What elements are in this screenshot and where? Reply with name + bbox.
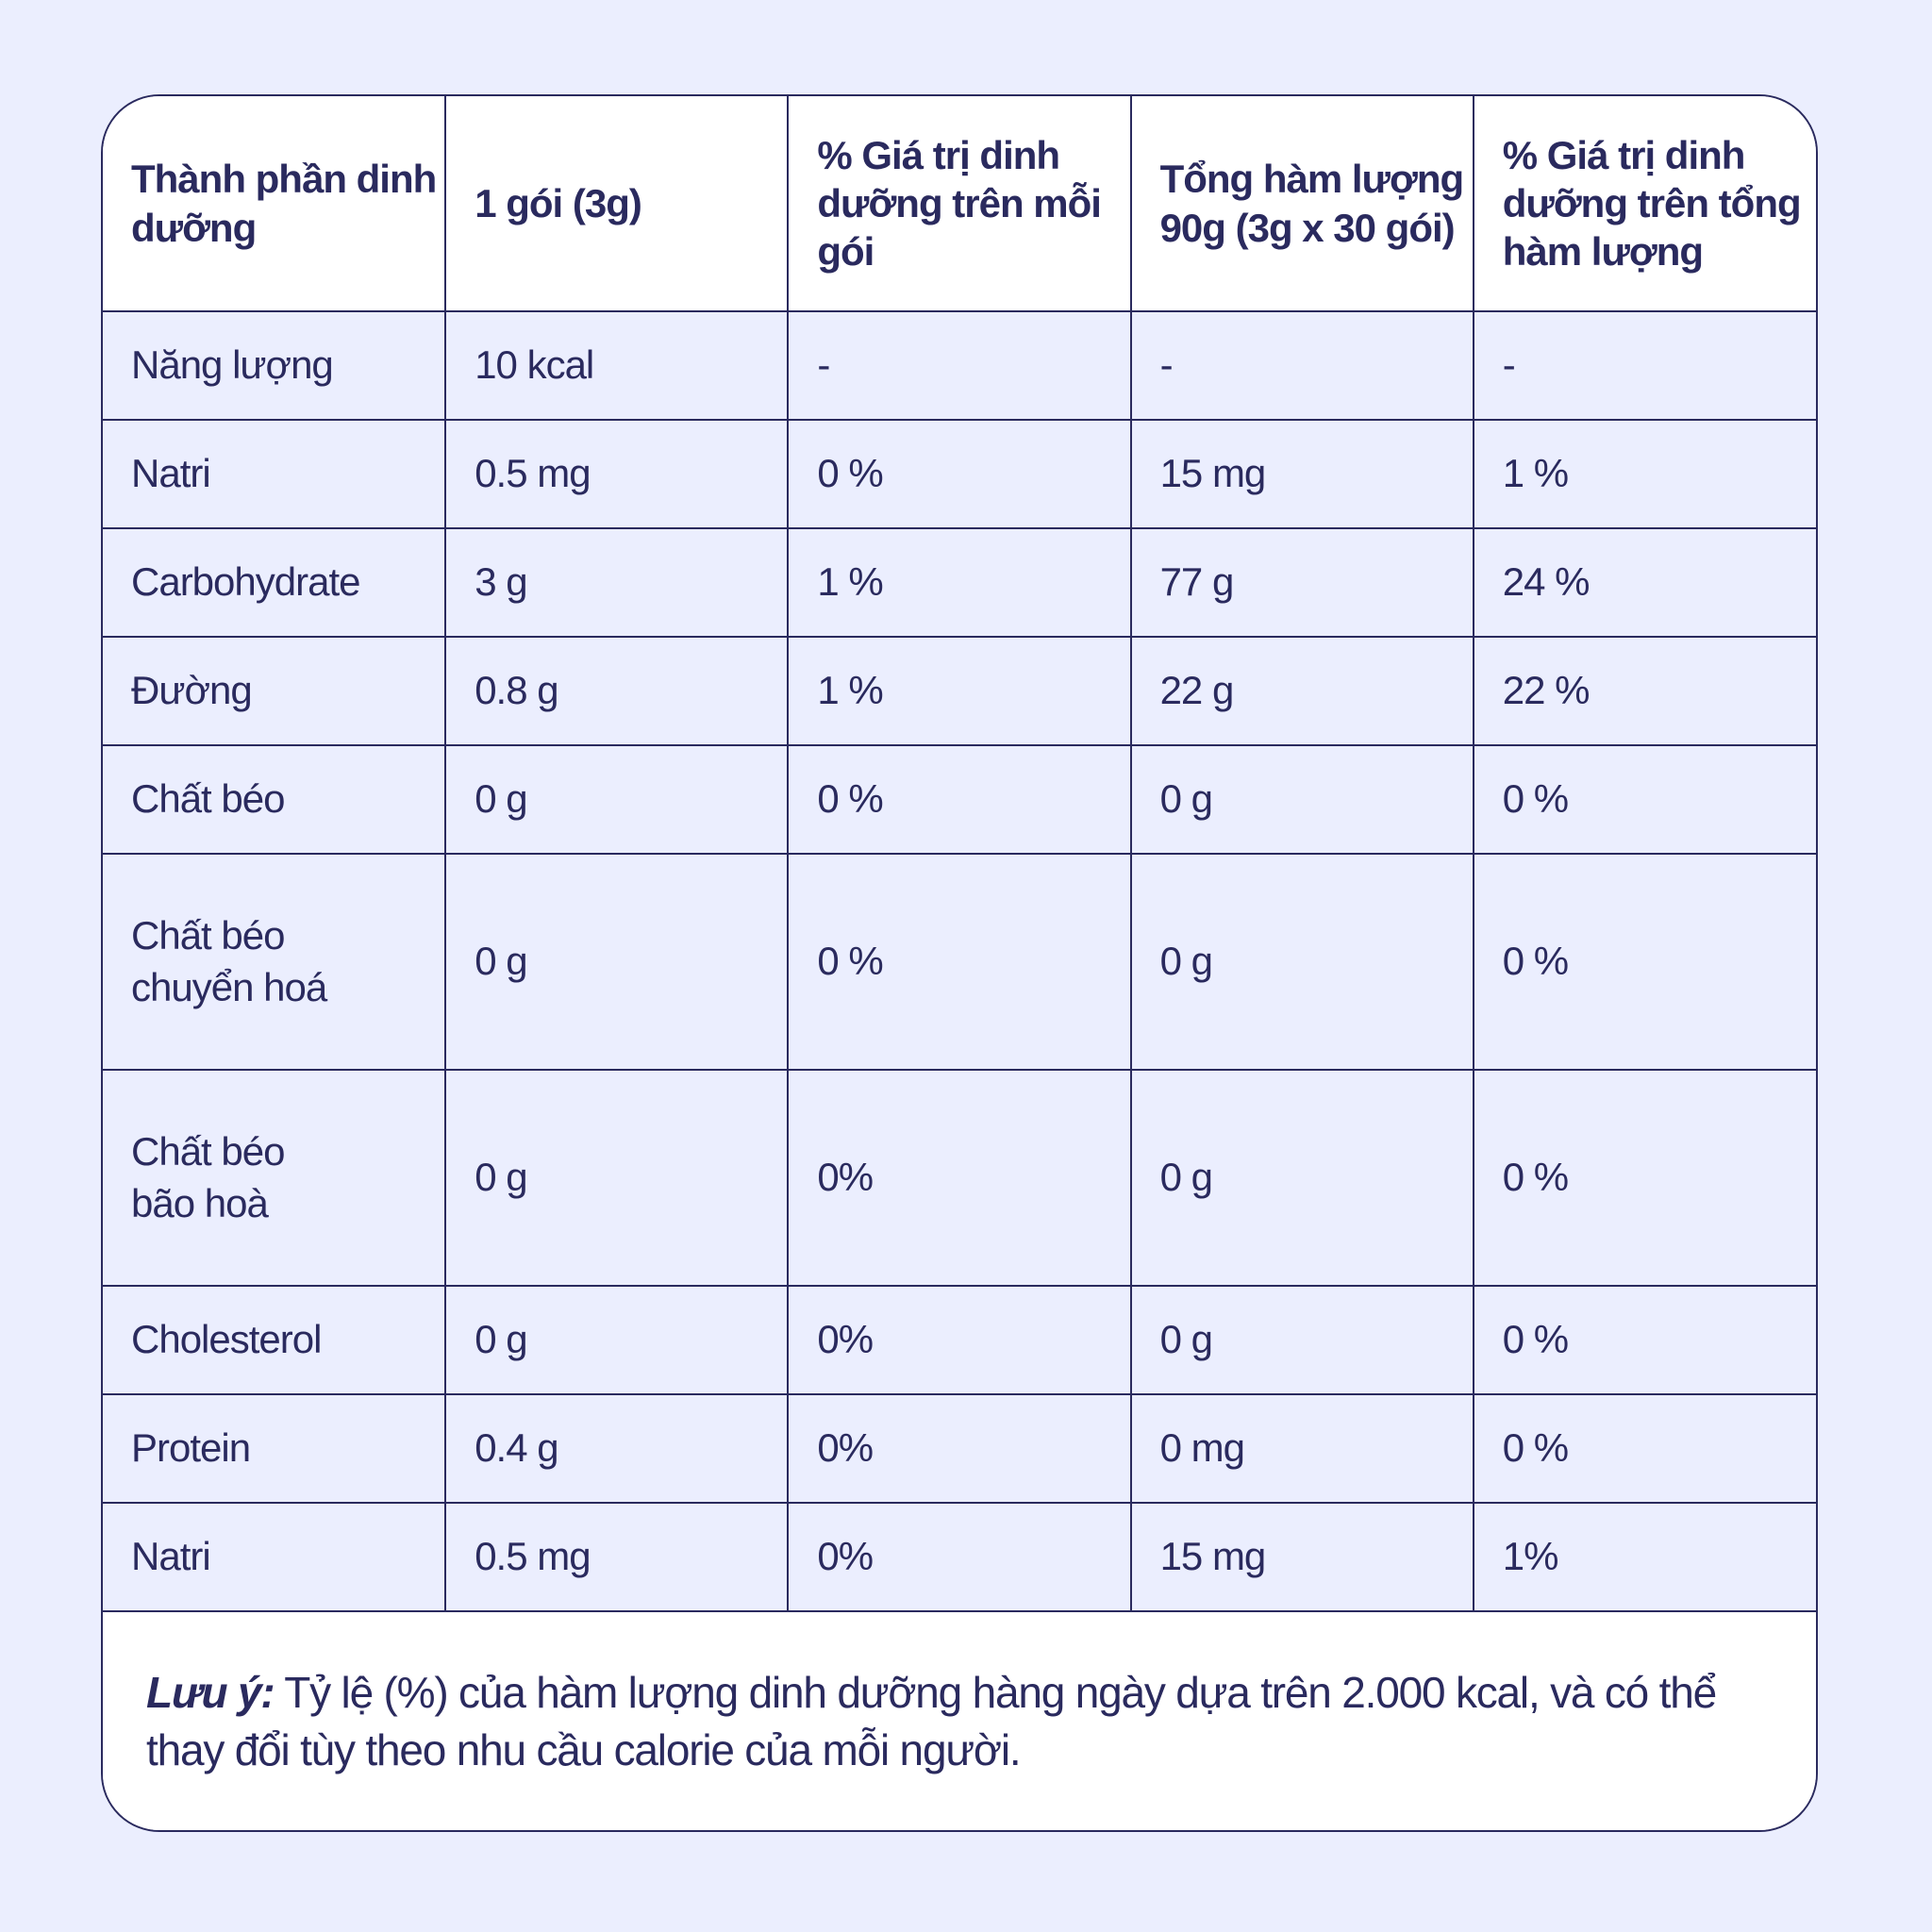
nutrient-name: Carbohydrate (103, 527, 447, 638)
percent-per-pack-value: 1 % (787, 527, 1132, 638)
table-row: Chất béo chuyển hoá 0 g 0 % 0 g 0 % (103, 853, 1816, 1071)
percent-total-value: 22 % (1472, 636, 1816, 746)
percent-per-pack-value: 0 % (787, 419, 1132, 529)
per-pack-value: 0.5 mg (444, 1502, 790, 1612)
percent-total-value: 0 % (1472, 853, 1816, 1071)
note-text: Lưu ý: Tỷ lệ (%) của hàm lượng dinh dưỡn… (103, 1664, 1816, 1778)
percent-per-pack-value: 0% (787, 1069, 1132, 1287)
percent-per-pack-value: 0 % (787, 853, 1132, 1071)
header-percent-total: % Giá trị dinh dưỡng trên tổng hàm lượng (1472, 96, 1816, 312)
total-content-value: - (1129, 310, 1474, 421)
total-content-value: 0 g (1129, 744, 1474, 855)
percent-total-value: - (1472, 310, 1816, 421)
nutrient-name: Natri (103, 419, 447, 529)
percent-total-value: 0 % (1472, 744, 1816, 855)
per-pack-value: 3 g (444, 527, 790, 638)
note-body: Tỷ lệ (%) của hàm lượng dinh dưỡng hàng … (146, 1668, 1717, 1774)
header-percent-per-pack: % Giá trị dinh dưỡng trên mỗi gói (787, 96, 1132, 312)
nutrient-name: Protein (103, 1393, 447, 1504)
note-label: Lưu ý: (146, 1668, 275, 1718)
per-pack-value: 10 kcal (444, 310, 790, 421)
per-pack-value: 0.4 g (444, 1393, 790, 1504)
percent-total-value: 24 % (1472, 527, 1816, 638)
nutrient-name: Đường (103, 636, 447, 746)
nutrient-name: Natri (103, 1502, 447, 1612)
table-row: Natri 0.5 mg 0% 15 mg 1% (103, 1502, 1816, 1612)
percent-total-value: 1 % (1472, 419, 1816, 529)
percent-per-pack-value: 1 % (787, 636, 1132, 746)
per-pack-value: 0.8 g (444, 636, 790, 746)
note-section: Lưu ý: Tỷ lệ (%) của hàm lượng dinh dưỡn… (103, 1612, 1816, 1830)
header-nutrient: Thành phần dinh dưỡng (103, 96, 447, 312)
table-row: Đường 0.8 g 1 % 22 g 22 % (103, 636, 1816, 746)
total-content-value: 0 g (1129, 1069, 1474, 1287)
per-pack-value: 0 g (444, 853, 790, 1071)
table-row: Carbohydrate 3 g 1 % 77 g 24 % (103, 527, 1816, 638)
table-row: Năng lượng 10 kcal - - - (103, 310, 1816, 421)
percent-per-pack-value: 0% (787, 1285, 1132, 1395)
nutrient-name: Năng lượng (103, 310, 447, 421)
total-content-value: 22 g (1129, 636, 1474, 746)
percent-per-pack-value: - (787, 310, 1132, 421)
total-content-value: 0 g (1129, 1285, 1474, 1395)
total-content-value: 15 mg (1129, 1502, 1474, 1612)
table-row: Natri 0.5 mg 0 % 15 mg 1 % (103, 419, 1816, 529)
percent-total-value: 0 % (1472, 1393, 1816, 1504)
header-total-content: Tổng hàm lượng 90g (3g x 30 gói) (1129, 96, 1474, 312)
nutrient-name: Chất béo chuyển hoá (103, 853, 447, 1071)
percent-total-value: 0 % (1472, 1285, 1816, 1395)
nutrient-name: Chất béo (103, 744, 447, 855)
header-per-pack: 1 gói (3g) (444, 96, 790, 312)
total-content-value: 15 mg (1129, 419, 1474, 529)
nutrient-name: Cholesterol (103, 1285, 447, 1395)
total-content-value: 0 g (1129, 853, 1474, 1071)
percent-per-pack-value: 0 % (787, 744, 1132, 855)
total-content-value: 0 mg (1129, 1393, 1474, 1504)
percent-total-value: 0 % (1472, 1069, 1816, 1287)
total-content-value: 77 g (1129, 527, 1474, 638)
per-pack-value: 0 g (444, 744, 790, 855)
percent-total-value: 1% (1472, 1502, 1816, 1612)
header-row: Thành phần dinh dưỡng 1 gói (3g) % Giá t… (103, 96, 1816, 312)
table-row: Cholesterol 0 g 0% 0 g 0 % (103, 1285, 1816, 1395)
table-row: Chất béo bão hoà 0 g 0% 0 g 0 % (103, 1069, 1816, 1287)
table-row: Chất béo 0 g 0 % 0 g 0 % (103, 744, 1816, 855)
nutrient-name: Chất béo bão hoà (103, 1069, 447, 1287)
per-pack-value: 0 g (444, 1069, 790, 1287)
percent-per-pack-value: 0% (787, 1393, 1132, 1504)
per-pack-value: 0 g (444, 1285, 790, 1395)
per-pack-value: 0.5 mg (444, 419, 790, 529)
percent-per-pack-value: 0% (787, 1502, 1132, 1612)
nutrition-card: Thành phần dinh dưỡng 1 gói (3g) % Giá t… (101, 94, 1818, 1832)
nutrition-table: Thành phần dinh dưỡng 1 gói (3g) % Giá t… (103, 96, 1816, 1612)
table-row: Protein 0.4 g 0% 0 mg 0 % (103, 1393, 1816, 1504)
